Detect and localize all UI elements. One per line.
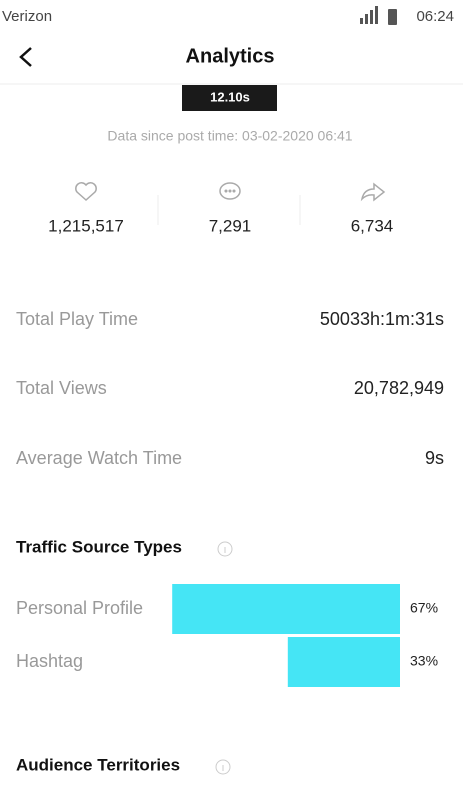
value-label: 67% [410, 600, 438, 616]
metric-value: 20,782,949 [354, 378, 444, 398]
metric-label: Average Watch Time [16, 448, 182, 468]
video-duration: 12.10s [210, 89, 250, 104]
clock: 06:24 [416, 8, 454, 25]
info-icon[interactable] [217, 541, 233, 557]
metric-value: 50033h:1m:31s [320, 309, 444, 329]
like-count: 1,215,517 [48, 216, 124, 235]
data-since: Data since post time: 03-02-2020 06:41 [107, 128, 352, 144]
page-title: Analytics [186, 45, 275, 67]
info-icon[interactable] [215, 759, 231, 775]
signal-icon [360, 6, 397, 25]
comment-icon [219, 182, 241, 200]
bar [172, 584, 400, 634]
comment-count: 7,291 [209, 216, 252, 235]
category-label: Hashtag [16, 651, 83, 671]
back-button[interactable] [19, 47, 32, 67]
metric-value: 9s [425, 448, 444, 468]
share-icon [360, 182, 386, 202]
section-title: Audience Territories [16, 755, 180, 774]
metric-label: Total Views [16, 378, 107, 398]
share-count: 6,734 [351, 216, 394, 235]
metric-label: Total Play Time [16, 309, 138, 329]
category-label: Personal Profile [16, 598, 143, 618]
video-thumbnail[interactable] [182, 85, 277, 111]
value-label: 33% [410, 653, 438, 669]
bar [287, 637, 400, 687]
section-title: Traffic Source Types [16, 537, 182, 556]
carrier: Verizon [2, 8, 52, 25]
like-icon [75, 182, 97, 202]
